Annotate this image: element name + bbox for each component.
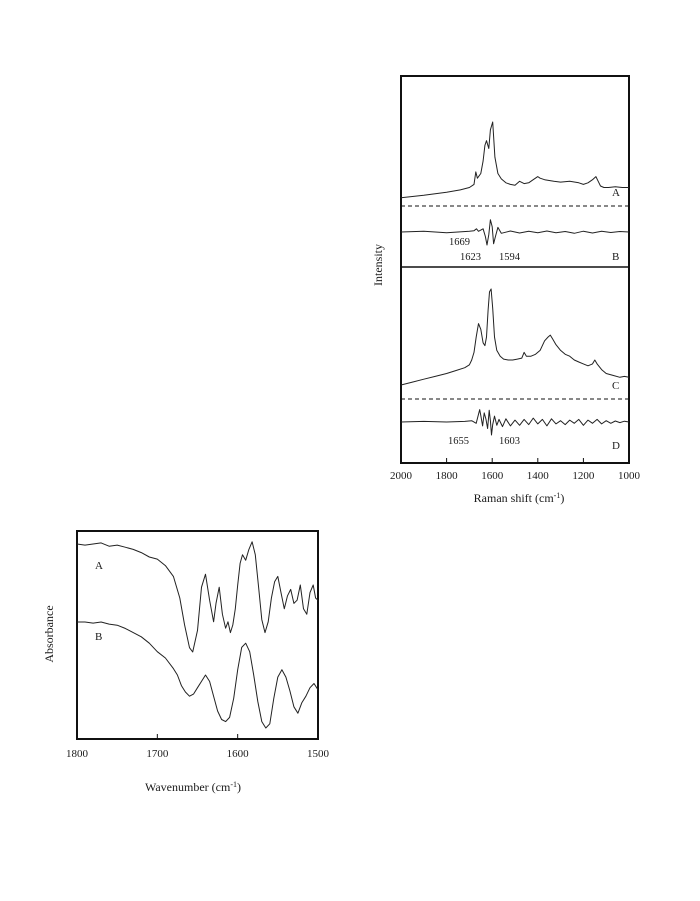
raman-trace-label-c: C	[612, 380, 619, 392]
ir-series-group	[76, 541, 319, 729]
ir-y-axis-title: Absorbance	[42, 605, 56, 662]
ir-x-axis-title-close: )	[237, 780, 241, 794]
raman-series-c-line	[400, 288, 630, 386]
raman-series-a-line	[400, 121, 629, 199]
raman-plot-frame	[400, 75, 630, 464]
ir-x-ticks: 1800 1700 1600 1500	[66, 734, 330, 760]
ir-chart: 1800 1700 1600 1500 A B Absorbance Wavenumb…	[42, 530, 330, 794]
raman-series-b-line	[400, 219, 630, 246]
raman-trace-label-b: B	[612, 251, 619, 263]
raman-x-tick-label: 1200	[572, 470, 595, 482]
raman-peak-label-1669: 1669	[449, 237, 470, 248]
raman-x-axis-title-close: )	[560, 491, 564, 505]
ir-series-b-line	[77, 621, 319, 729]
raman-chart: 2000 1800 1600 1400 1200 1000 A B C D 1669 16…	[371, 75, 641, 505]
raman-y-axis-title: Intensity	[371, 244, 385, 286]
ir-trace-label-a: A	[95, 560, 103, 572]
ir-x-tick-label: 1600	[227, 748, 250, 760]
ir-series-a-line	[76, 541, 319, 653]
ir-trace-label-b: B	[95, 631, 102, 643]
ir-x-axis-title: Wavenumber (cm-1)	[145, 780, 241, 794]
raman-trace-label-a: A	[612, 187, 620, 199]
raman-x-tick-label: 1600	[481, 470, 504, 482]
raman-x-tick-label: 1800	[436, 470, 459, 482]
raman-x-axis-title: Raman shift (cm-1)	[474, 491, 565, 505]
raman-x-tick-label: 2000	[390, 470, 413, 482]
raman-x-tick-label: 1000	[618, 470, 641, 482]
raman-series-group	[400, 121, 630, 436]
ir-x-tick-label: 1500	[307, 748, 330, 760]
ir-x-tick-label: 1800	[66, 748, 89, 760]
raman-peak-label-1594: 1594	[499, 252, 521, 263]
raman-peak-label-1603: 1603	[499, 436, 520, 447]
raman-peak-label-1623: 1623	[460, 252, 481, 263]
ir-x-tick-label: 1700	[146, 748, 169, 760]
raman-peak-label-1655: 1655	[448, 436, 469, 447]
raman-x-axis-title-sup: -1	[554, 491, 561, 500]
raman-series-d-line	[400, 409, 630, 436]
ir-x-axis-title-sup: -1	[230, 780, 237, 789]
raman-x-axis-title-text: Raman shift (cm	[474, 491, 555, 505]
ir-plot-frame	[76, 530, 319, 740]
raman-x-ticks: 2000 1800 1600 1400 1200 1000	[390, 458, 641, 482]
ir-x-axis-title-text: Wavenumber (cm	[145, 780, 231, 794]
raman-x-tick-label: 1400	[527, 470, 550, 482]
raman-trace-label-d: D	[612, 440, 620, 452]
